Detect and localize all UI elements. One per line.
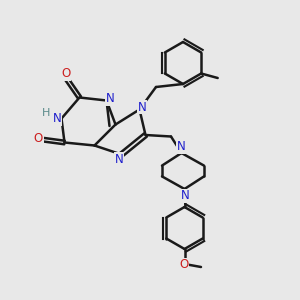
Text: O: O (179, 258, 188, 272)
Text: O: O (61, 67, 70, 80)
Text: N: N (115, 152, 124, 166)
Text: O: O (34, 131, 43, 145)
Text: N: N (181, 189, 190, 202)
Text: N: N (106, 92, 115, 106)
Text: N: N (176, 140, 185, 154)
Text: N: N (137, 100, 146, 114)
Text: H: H (42, 107, 50, 118)
Text: N: N (52, 112, 62, 125)
